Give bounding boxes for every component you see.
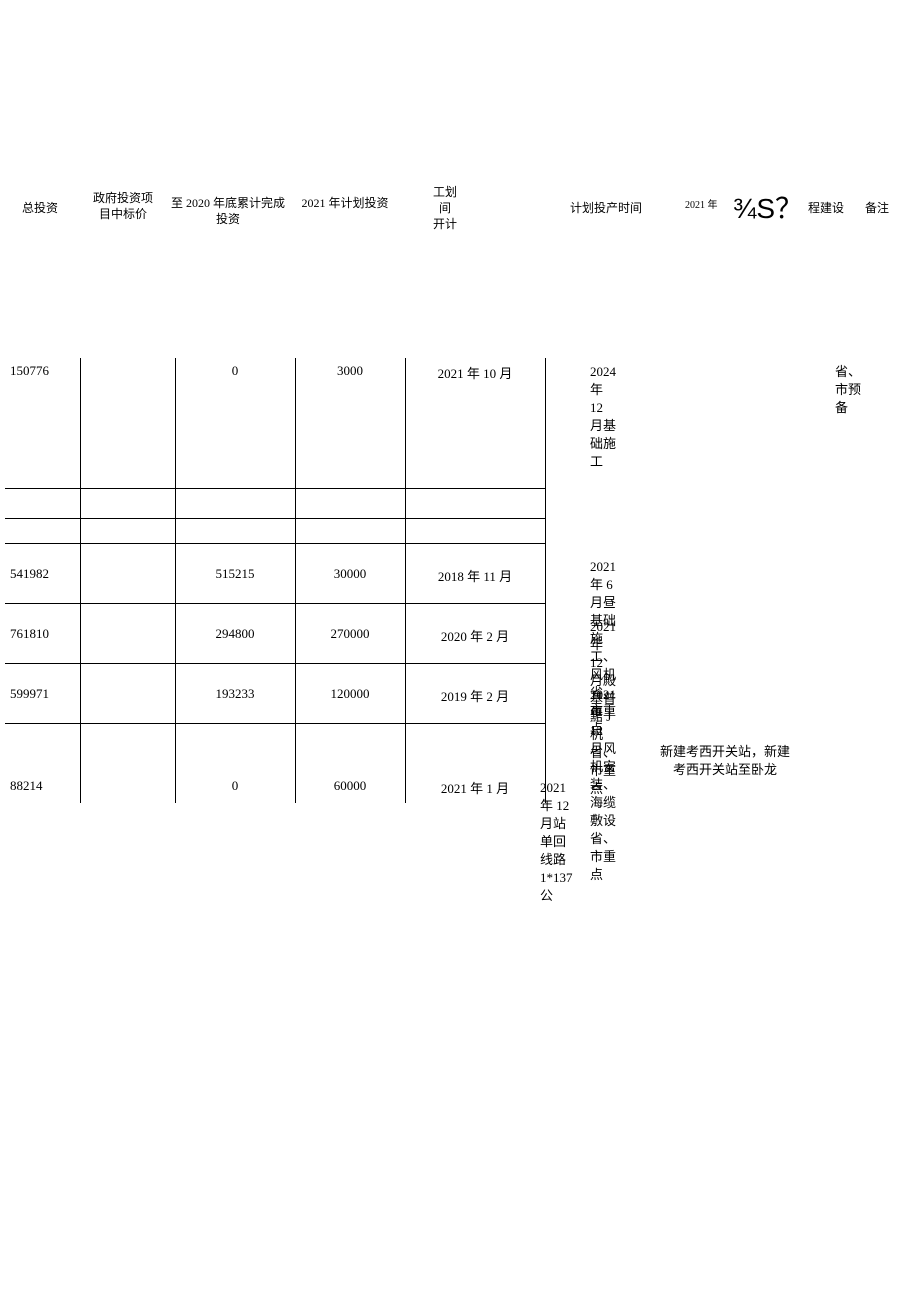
hline xyxy=(5,723,545,724)
header-year: 2021 年 xyxy=(685,198,735,214)
cell-start: 2018 年 11 月 xyxy=(405,566,545,585)
header-prodtime: 计划投产时间 xyxy=(570,200,690,216)
header-cum: 至 2020 年底累计完成投资 xyxy=(168,195,288,227)
cell-plan: 60000 xyxy=(295,778,405,794)
header-bid: 政府投资项目中标价 xyxy=(88,190,158,222)
hline xyxy=(5,488,545,489)
cell-total: 88214 xyxy=(10,778,43,794)
vline xyxy=(80,358,81,803)
hline xyxy=(5,543,545,544)
cell-start: 2021 年 1 月 xyxy=(405,778,545,797)
header-total: 总投资 xyxy=(10,200,70,216)
hline xyxy=(5,663,545,664)
cell-desc-l1: 新建考西开关站，新建 xyxy=(625,743,825,761)
cell-total: 599971 xyxy=(10,686,49,702)
cell-total: 150776 xyxy=(10,363,49,379)
cell-cum: 515215 xyxy=(175,566,295,582)
header-build: 程建设 xyxy=(808,200,858,216)
cell-plan: 30000 xyxy=(295,566,405,582)
cell-cum: 0 xyxy=(175,778,295,794)
hline xyxy=(5,603,545,604)
header-plan: 2021 年计划投资 xyxy=(300,195,390,211)
cell-remark: 省、市预备 xyxy=(835,363,861,417)
cell-desc-l2: 考西开关站至卧龙 xyxy=(625,761,825,779)
cell-cum: 0 xyxy=(175,363,295,379)
cell-start: 2020 年 2 月 xyxy=(405,626,545,645)
hline xyxy=(5,518,545,519)
vline xyxy=(545,358,546,803)
cell-plan: 120000 xyxy=(295,686,405,702)
cell-total: 541982 xyxy=(10,566,49,582)
cell-cum: 294800 xyxy=(175,626,295,642)
header-remark: 备注 xyxy=(865,200,905,216)
cell-start: 2021 年 10 月 xyxy=(405,363,545,382)
cell-desc-l3: 2021 年 12 月站单回线路 1*137 公 xyxy=(540,779,573,905)
cell-cum: 193233 xyxy=(175,686,295,702)
cell-desc: 2024 年 12 月基础施工 xyxy=(590,363,616,471)
cell-start: 2019 年 2 月 xyxy=(405,686,545,705)
cell-plan: 3000 xyxy=(295,363,405,379)
cell-total: 761810 xyxy=(10,626,49,642)
header-start: 工划 间 开计 xyxy=(420,184,470,232)
header-glyph: ¾S？ xyxy=(733,187,803,227)
cell-plan: 270000 xyxy=(295,626,405,642)
page: 总投资 政府投资项目中标价 至 2020 年底累计完成投资 2021 年计划投资… xyxy=(0,0,920,1301)
cell-desc: 2021 年 12 月风机安装、海缆敷设省、市重点 xyxy=(590,686,616,884)
